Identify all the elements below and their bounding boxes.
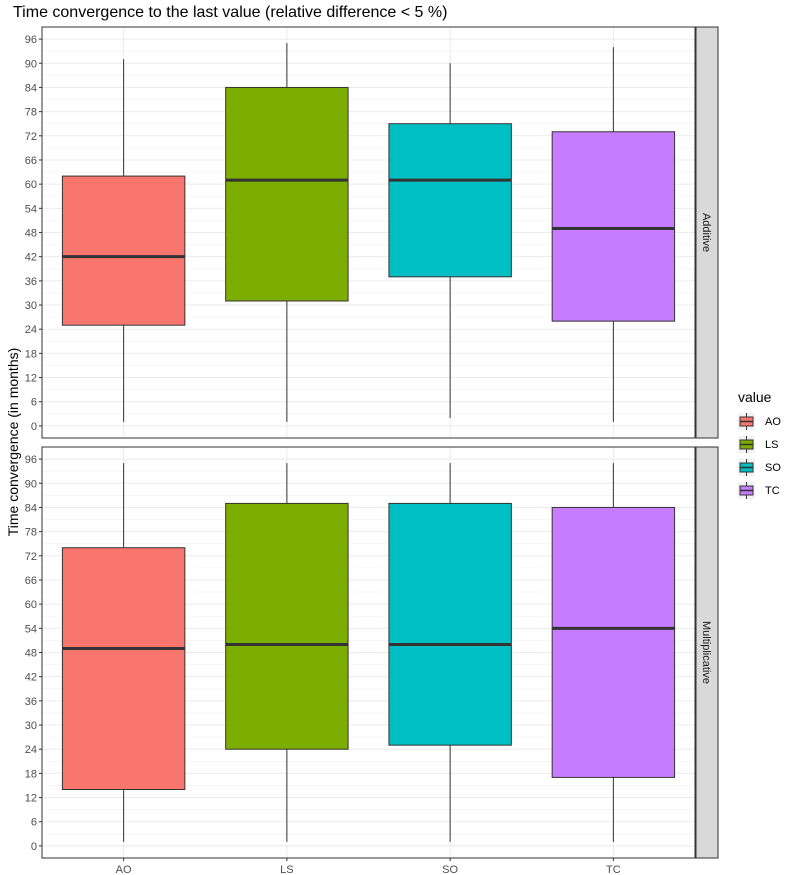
box-tc — [551, 463, 676, 842]
y-tick-label: 48 — [25, 648, 37, 660]
y-tick-label: 96 — [25, 454, 37, 466]
box-ls — [225, 43, 349, 422]
y-tick-label: 0 — [31, 421, 37, 433]
y-tick-label: 54 — [25, 203, 37, 215]
legend-label: AO — [765, 416, 781, 428]
box-body — [61, 547, 186, 790]
y-tick-label: 90 — [25, 58, 37, 70]
y-axis-title: Time convergence (in months) — [5, 348, 21, 537]
y-tick-label: 60 — [25, 599, 37, 611]
y-tick-label: 42 — [25, 252, 37, 264]
facet-panels: 06121824303642485460667278849096Additive… — [25, 26, 719, 859]
y-tick-label: 84 — [25, 82, 37, 94]
box-body — [551, 506, 676, 778]
legend: value AO LS SO TC — [738, 389, 781, 499]
y-tick-label: 30 — [25, 300, 37, 312]
facet-panel-multiplicative: 0 6 12 18 24 30 36 42 48 54 60 66 72 78 84 90 96 Multipli… — [25, 446, 719, 859]
box-body — [225, 86, 349, 302]
y-tick-label: 30 — [25, 720, 37, 732]
box-body — [388, 502, 512, 746]
legend-entry-ls: LS — [738, 436, 778, 453]
legend-entry-tc: TC — [738, 482, 780, 499]
chart-title: Time convergence to the last value (rela… — [13, 4, 447, 21]
y-tick-label: 36 — [25, 696, 37, 708]
y-tick-label: 60 — [25, 179, 37, 191]
box-ao — [61, 59, 186, 422]
y-tick-label: 78 — [25, 107, 37, 119]
legend-label: LS — [765, 439, 778, 451]
box-body — [61, 175, 186, 326]
legend-label: SO — [765, 462, 781, 474]
y-tick-label: 66 — [25, 575, 37, 587]
x-axis: AO LS SO TC — [116, 858, 621, 875]
legend-entry-ao: AO — [738, 413, 781, 430]
y-tick-label: 78 — [25, 527, 37, 539]
box-body — [551, 131, 676, 322]
y-tick-label: 6 — [31, 817, 37, 829]
box-body — [388, 123, 512, 278]
y-tick-label: 96 — [25, 34, 37, 46]
legend-title: value — [738, 389, 772, 405]
legend-label: TC — [765, 485, 780, 497]
box-ao — [61, 463, 186, 842]
x-tick-label: TC — [606, 864, 621, 875]
y-tick-label: 72 — [25, 551, 37, 563]
y-tick-label: 42 — [25, 672, 37, 684]
y-tick-label: 54 — [25, 623, 37, 635]
legend-entry-so: SO — [738, 459, 781, 476]
y-tick-label: 66 — [25, 155, 37, 167]
y-tick-label: 48 — [25, 228, 37, 240]
facet-strip-label: Additive — [700, 213, 712, 252]
facet-strip — [695, 26, 719, 439]
facet-strip — [695, 446, 719, 859]
y-tick-label: 0 — [31, 841, 37, 853]
facet-panel-additive: 0 6 12 18 24 30 36 42 48 54 60 66 72 78 84 90 96 Additive — [25, 26, 719, 439]
y-tick-label: 90 — [25, 478, 37, 490]
x-tick-label: SO — [442, 864, 458, 875]
panel-border — [41, 446, 696, 859]
panel-border — [41, 26, 696, 439]
x-tick-label: AO — [116, 864, 132, 875]
y-tick-label: 6 — [31, 397, 37, 409]
y-tick-label: 12 — [25, 793, 37, 805]
box-so — [388, 63, 512, 418]
facet-strip-label: Multiplicative — [700, 621, 712, 684]
x-tick-label: LS — [280, 864, 293, 875]
box-ls — [225, 463, 349, 842]
box-body — [225, 502, 349, 750]
y-tick-label: 36 — [25, 276, 37, 288]
y-tick-label: 18 — [25, 348, 37, 360]
box-tc — [551, 47, 676, 422]
y-tick-label: 18 — [25, 768, 37, 780]
y-tick-label: 72 — [25, 131, 37, 143]
y-tick-label: 24 — [25, 324, 37, 336]
y-tick-label: 24 — [25, 744, 37, 756]
y-tick-label: 84 — [25, 502, 37, 514]
y-tick-label: 12 — [25, 373, 37, 385]
box-so — [388, 463, 512, 842]
